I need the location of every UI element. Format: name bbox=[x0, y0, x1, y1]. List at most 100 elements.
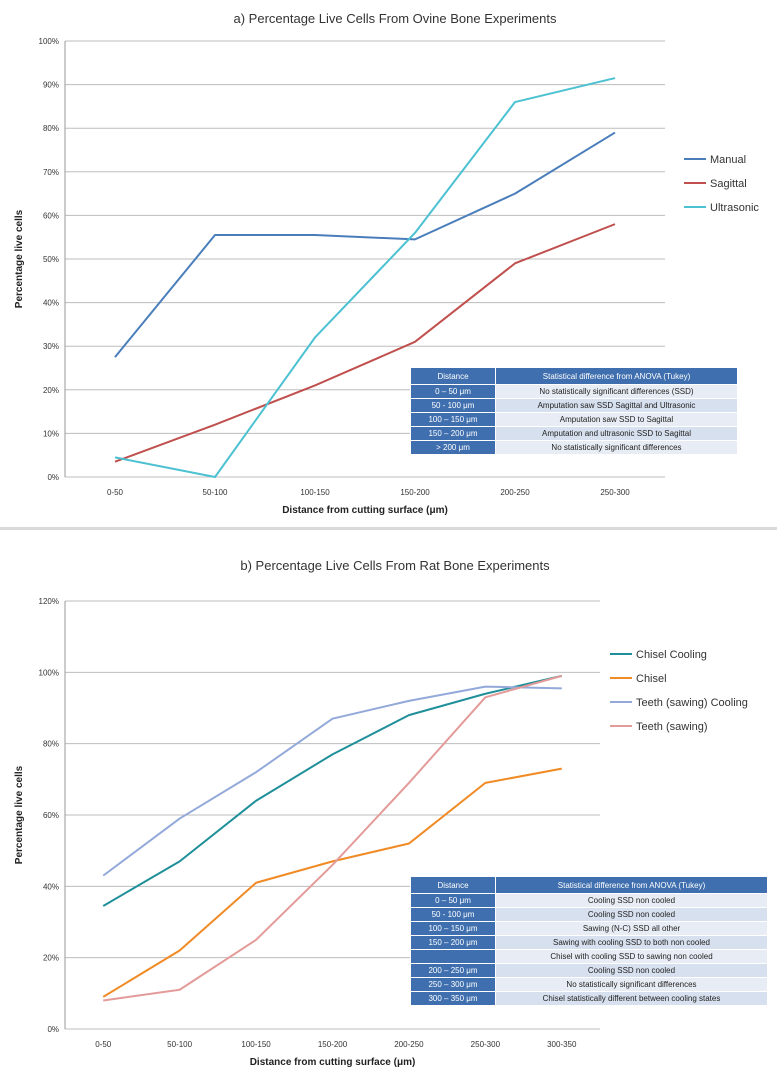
series-line-teeth-sawing-cooling bbox=[102, 685, 562, 877]
legend-label: Sagittal bbox=[710, 178, 747, 190]
x-axis-label: Distance from cutting surface (μm) bbox=[282, 505, 448, 516]
x-tick-label: 200-250 bbox=[394, 1040, 424, 1049]
chart-b: b) Percentage Live Cells From Rat Bone E… bbox=[14, 558, 748, 1068]
legend-label: Ultrasonic bbox=[710, 202, 759, 214]
stat-difference-cell: Cooling SSD non cooled bbox=[495, 963, 768, 978]
x-tick-label: 250-300 bbox=[600, 488, 630, 497]
series-line-chisel-cooling bbox=[102, 674, 563, 907]
stat-table-row: 300 – 350 μm Chisel statistically differe… bbox=[410, 991, 768, 1006]
stat-table-header: Statistical difference from ANOVA (Tukey… bbox=[495, 367, 738, 385]
x-tick-label: 100-150 bbox=[241, 1040, 271, 1049]
stat-distance-cell: 50 - 100 μm bbox=[410, 398, 496, 413]
stat-difference-cell: Chisel statistically different between c… bbox=[495, 991, 768, 1006]
y-tick-label: 20% bbox=[43, 954, 59, 963]
y-tick-label: 0% bbox=[47, 473, 59, 482]
stat-difference-cell: Sawing with cooling SSD to both non cool… bbox=[495, 935, 768, 950]
stat-difference-cell: Amputation saw SSD to Sagittal bbox=[495, 412, 738, 427]
y-tick-label: 80% bbox=[43, 740, 59, 749]
chart-a-panel: a) Percentage Live Cells From Ovine Bone… bbox=[0, 0, 777, 528]
y-tick-label: 60% bbox=[43, 211, 59, 220]
stat-distance-cell: 0 – 50 μm bbox=[410, 893, 496, 908]
stat-table-row: 150 – 200 μm Sawing with cooling SSD to b… bbox=[410, 935, 768, 950]
y-tick-label: 50% bbox=[43, 255, 59, 264]
legend-label: Chisel Cooling bbox=[636, 649, 707, 661]
x-axis-label: Distance from cutting surface (μm) bbox=[250, 1057, 416, 1068]
y-tick-label: 40% bbox=[43, 299, 59, 308]
stat-difference-cell: No statistically significant differences… bbox=[495, 384, 738, 399]
x-tick-label: 250-300 bbox=[471, 1040, 501, 1049]
stat-difference-cell: Amputation saw SSD Sagittal and Ultrason… bbox=[495, 398, 738, 413]
x-tick-label: 50-100 bbox=[203, 488, 228, 497]
stat-table-row: 0 – 50 μm No statistically significant di… bbox=[410, 384, 738, 399]
stat-table-header: Distance bbox=[410, 367, 496, 385]
stat-distance-cell: 250 – 300 μm bbox=[410, 977, 496, 992]
chart-b-stat-table: Distance Statistical difference from ANOV… bbox=[410, 876, 768, 1006]
chart-title: b) Percentage Live Cells From Rat Bone E… bbox=[240, 558, 550, 573]
stat-difference-cell: Cooling SSD non cooled bbox=[495, 907, 768, 922]
y-tick-label: 10% bbox=[43, 429, 59, 438]
x-tick-label: 0-50 bbox=[107, 488, 124, 497]
stat-difference-cell: Sawing (N-C) SSD all other bbox=[495, 921, 768, 936]
y-tick-label: 20% bbox=[43, 386, 59, 395]
stat-difference-cell: No statistically significant differences bbox=[495, 977, 768, 992]
series-line-teeth-sawing- bbox=[103, 674, 563, 1002]
y-tick-label: 40% bbox=[43, 882, 59, 891]
stat-distance-cell: 100 – 150 μm bbox=[410, 921, 496, 936]
y-tick-label: 60% bbox=[43, 811, 59, 820]
stat-difference-cell: Chisel with cooling SSD to sawing non co… bbox=[495, 949, 768, 964]
y-tick-label: 100% bbox=[39, 668, 59, 677]
stat-difference-cell: No statistically significant differences bbox=[495, 440, 738, 455]
stat-table-row: 200 – 250 μm Cooling SSD non cooled bbox=[410, 963, 768, 978]
x-tick-label: 0-50 bbox=[95, 1040, 112, 1049]
y-axis-label: Percentage live cells bbox=[14, 209, 25, 308]
stat-table-row: 0 – 50 μm Cooling SSD non cooled bbox=[410, 893, 768, 908]
chart-a-stat-table: Distance Statistical difference from ANOV… bbox=[410, 367, 738, 455]
stat-distance-cell: 150 – 200 μm bbox=[410, 426, 496, 441]
stat-difference-cell: Amputation and ultrasonic SSD to Sagitta… bbox=[495, 426, 738, 441]
chart-b-panel: b) Percentage Live Cells From Rat Bone E… bbox=[0, 532, 777, 1082]
y-tick-label: 70% bbox=[43, 168, 59, 177]
series-line-sagittal bbox=[114, 223, 616, 463]
legend-label: Teeth (sawing) bbox=[636, 721, 708, 733]
chart-title: a) Percentage Live Cells From Ovine Bone… bbox=[234, 11, 557, 26]
series-line-manual bbox=[114, 131, 616, 358]
stat-table-row: 50 - 100 μm Cooling SSD non cooled bbox=[410, 907, 768, 922]
stat-table-row: 150 – 200 μm Amputation and ultrasonic SS… bbox=[410, 426, 738, 441]
stat-table-row: 100 – 150 μm Sawing (N-C) SSD all other bbox=[410, 921, 768, 936]
panel-divider bbox=[0, 527, 777, 530]
stat-table-row: 250 – 300 μm No statistically significant… bbox=[410, 977, 768, 992]
legend-label: Manual bbox=[710, 154, 746, 166]
stat-distance-cell: 50 - 100 μm bbox=[410, 907, 496, 922]
x-tick-label: 100-150 bbox=[300, 488, 330, 497]
y-axis-label: Percentage live cells bbox=[14, 765, 25, 864]
stat-distance-cell: 300 – 350 μm bbox=[410, 991, 496, 1006]
y-tick-label: 0% bbox=[47, 1025, 59, 1034]
y-tick-label: 120% bbox=[39, 597, 59, 606]
x-tick-label: 200-250 bbox=[500, 488, 530, 497]
stat-distance-cell: 100 – 150 μm bbox=[410, 412, 496, 427]
stat-table-header: Distance bbox=[410, 876, 496, 894]
x-tick-label: 300-350 bbox=[547, 1040, 577, 1049]
stat-distance-cell: > 200 μm bbox=[410, 440, 496, 455]
y-tick-label: 30% bbox=[43, 342, 59, 351]
y-tick-label: 90% bbox=[43, 81, 59, 90]
stat-distance-cell: 200 – 250 μm bbox=[410, 963, 496, 978]
y-tick-label: 80% bbox=[43, 124, 59, 133]
stat-table-row: Chisel with cooling SSD to sawing non co… bbox=[410, 949, 768, 964]
stat-table-row: 50 - 100 μm Amputation saw SSD Sagittal a… bbox=[410, 398, 738, 413]
stat-difference-cell: Cooling SSD non cooled bbox=[495, 893, 768, 908]
stat-distance-cell bbox=[410, 949, 496, 964]
stat-table-row: > 200 μm No statistically significant dif… bbox=[410, 440, 738, 455]
stat-table-header: Statistical difference from ANOVA (Tukey… bbox=[495, 876, 768, 894]
y-tick-label: 100% bbox=[39, 37, 59, 46]
series-line-ultrasonic bbox=[114, 77, 616, 478]
legend-label: Chisel bbox=[636, 673, 667, 685]
stat-distance-cell: 0 – 50 μm bbox=[410, 384, 496, 399]
legend-label: Teeth (sawing) Cooling bbox=[636, 697, 748, 709]
stat-distance-cell: 150 – 200 μm bbox=[410, 935, 496, 950]
x-tick-label: 150-200 bbox=[400, 488, 430, 497]
x-tick-label: 150-200 bbox=[318, 1040, 348, 1049]
stat-table-row: 100 – 150 μm Amputation saw SSD to Sagitt… bbox=[410, 412, 738, 427]
series-line-chisel bbox=[102, 767, 562, 998]
x-tick-label: 50-100 bbox=[167, 1040, 192, 1049]
